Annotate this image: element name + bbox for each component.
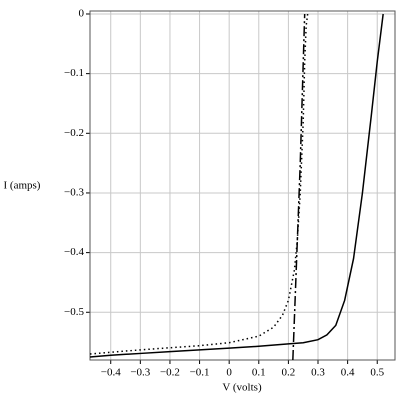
x-tick-label: 0.4	[341, 367, 355, 379]
x-tick-label: −0.3	[130, 367, 150, 379]
y-tick-label: −0.4	[64, 246, 84, 258]
y-tick-label: −0.3	[64, 186, 84, 198]
x-tick-label: 0	[226, 367, 232, 379]
x-tick-label: −0.4	[101, 367, 121, 379]
x-axis-label: V (volts)	[222, 382, 262, 394]
x-tick-label: −0.2	[160, 367, 180, 379]
curve	[292, 13, 306, 361]
y-tick-label: −0.2	[64, 127, 84, 139]
curve	[89, 13, 309, 355]
x-tick-label: 0.5	[370, 367, 384, 379]
x-tick-label: 0.2	[282, 367, 296, 379]
y-axis-label: I (amps)	[4, 180, 41, 192]
curve	[89, 13, 384, 358]
x-tick-label: −0.1	[190, 367, 210, 379]
x-tick-label: 0.3	[311, 367, 325, 379]
y-tick-label: −0.5	[64, 306, 84, 318]
x-tick-label: 0.1	[252, 367, 266, 379]
y-tick-label: −0.1	[64, 67, 84, 79]
plot-frame	[89, 10, 396, 361]
y-tick-label: 0	[79, 8, 85, 20]
